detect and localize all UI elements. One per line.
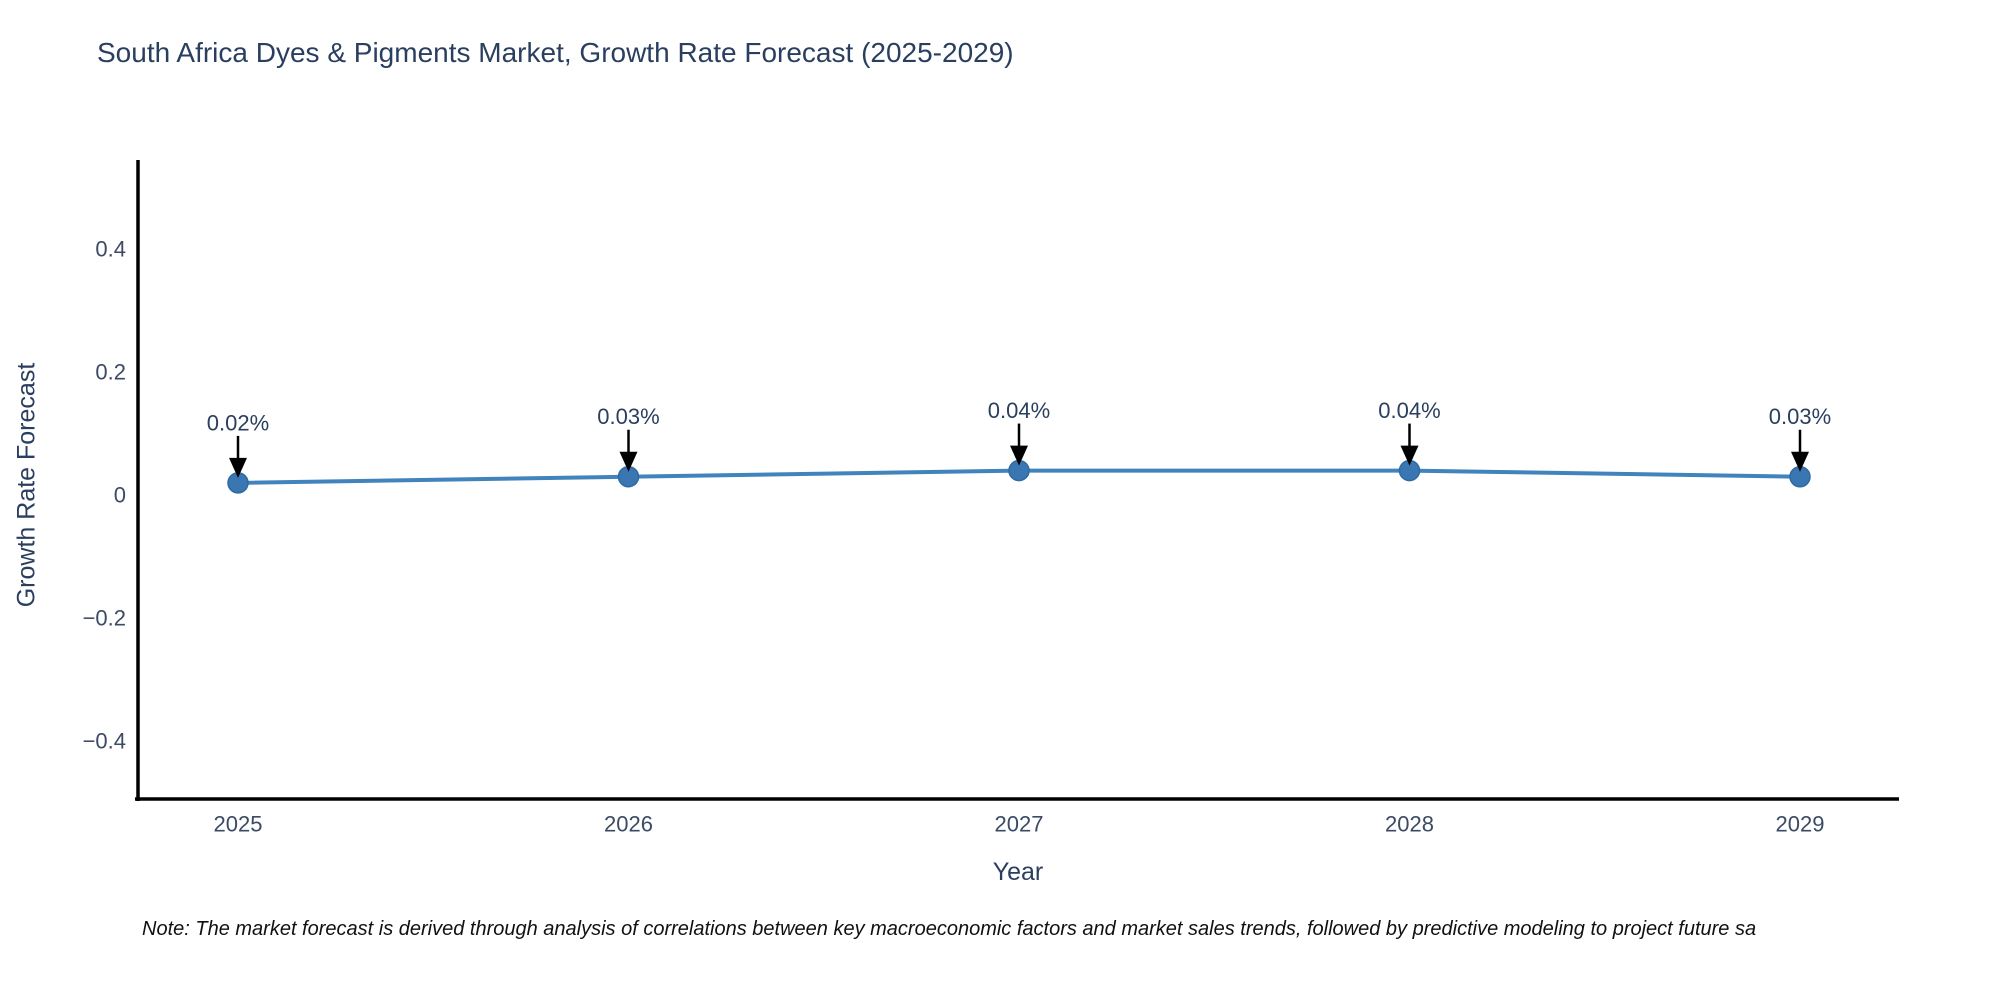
annotation-label: 0.03% (597, 404, 659, 429)
annotation-arrow-head (1400, 445, 1419, 466)
x-tick-label: 2025 (214, 812, 263, 837)
x-tick-label: 2027 (995, 812, 1044, 837)
x-tick-label: 2028 (1385, 812, 1434, 837)
annotation-arrow-head (1791, 451, 1809, 472)
x-tick-label: 2026 (604, 812, 653, 837)
annotation-label: 0.03% (1769, 404, 1831, 429)
y-tick-label: −0.4 (83, 729, 126, 754)
y-axis-title: Growth Rate Forecast (12, 362, 41, 608)
annotation-arrow-head (229, 457, 247, 478)
footnote-text: Note: The market forecast is derived thr… (142, 918, 1757, 940)
annotation-arrow-head (619, 451, 638, 472)
annotation-arrow-head (1010, 445, 1028, 466)
x-axis-title: Year (992, 858, 1044, 886)
y-tick-label: 0.4 (95, 237, 126, 262)
y-tick-label: −0.2 (83, 606, 126, 631)
y-tick-label: 0.2 (95, 360, 126, 385)
annotation-label: 0.02% (207, 410, 269, 435)
annotation-label: 0.04% (988, 398, 1050, 423)
x-tick-label: 2029 (1776, 812, 1825, 837)
chart-title: South Africa Dyes & Pigments Market, Gro… (97, 37, 1014, 68)
y-tick-label: 0 (114, 483, 126, 508)
annotation-label: 0.04% (1378, 398, 1440, 423)
